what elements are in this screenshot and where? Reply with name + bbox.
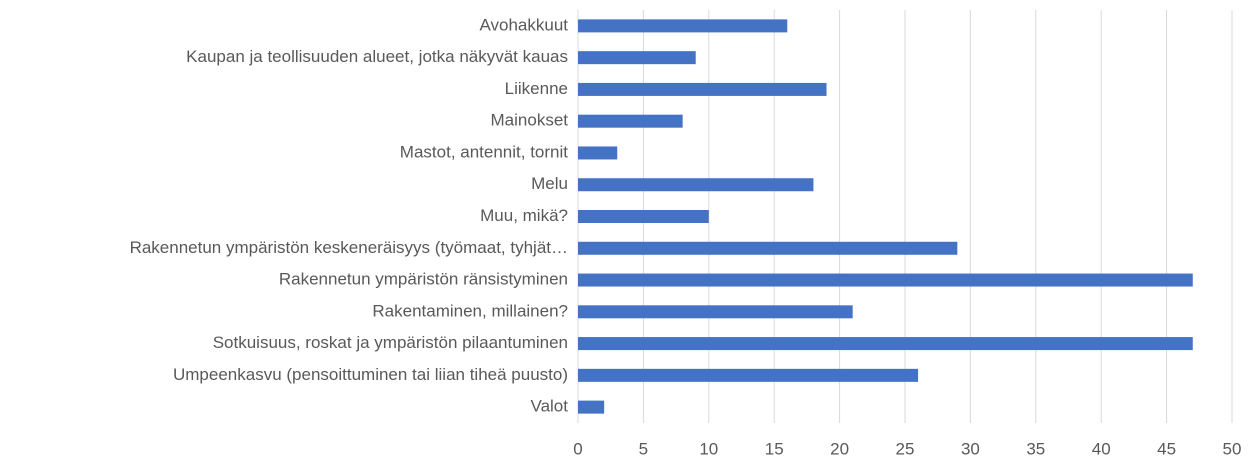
y-tick-label: Rakennetun ympäristön keskeneräisyys (ty… <box>130 238 568 257</box>
x-tick-label: 15 <box>765 439 784 458</box>
x-tick-label: 30 <box>961 439 980 458</box>
bar <box>578 19 788 33</box>
y-tick-label: Rakentaminen, millainen? <box>372 301 568 320</box>
bar <box>578 178 814 192</box>
y-tick-label: Mainokset <box>491 111 569 130</box>
x-tick-label: 10 <box>699 439 718 458</box>
y-tick-label: Rakennetun ympäristön ränsistyminen <box>279 270 568 289</box>
x-tick-label: 40 <box>1092 439 1111 458</box>
bar <box>578 337 1193 351</box>
x-tick-label: 45 <box>1157 439 1176 458</box>
y-tick-label: Mastot, antennit, tornit <box>400 142 568 161</box>
bar <box>578 400 605 414</box>
y-tick-label: Muu, mikä? <box>480 206 568 225</box>
x-tick-label: 5 <box>639 439 648 458</box>
x-tick-label: 20 <box>830 439 849 458</box>
bar <box>578 114 683 128</box>
y-tick-label: Valot <box>531 397 569 416</box>
y-tick-label: Avohakkuut <box>479 15 568 34</box>
bar <box>578 51 696 65</box>
y-tick-label: Sotkuisuus, roskat ja ympäristön pilaant… <box>213 333 568 352</box>
bar <box>578 273 1193 287</box>
bar <box>578 146 618 160</box>
bar <box>578 82 827 96</box>
y-tick-label: Melu <box>531 174 568 193</box>
x-tick-label: 35 <box>1026 439 1045 458</box>
x-tick-label: 50 <box>1223 439 1242 458</box>
bar <box>578 241 958 255</box>
bar <box>578 210 709 223</box>
x-tick-label: 0 <box>573 439 582 458</box>
y-tick-label: Umpeenkasvu (pensoittuminen tai liian ti… <box>173 365 568 384</box>
y-tick-label: Kaupan ja teollisuuden alueet, jotka näk… <box>186 47 568 66</box>
bar <box>578 305 853 319</box>
y-tick-label: Liikenne <box>505 79 568 98</box>
x-tick-label: 25 <box>896 439 915 458</box>
bar <box>578 368 919 382</box>
